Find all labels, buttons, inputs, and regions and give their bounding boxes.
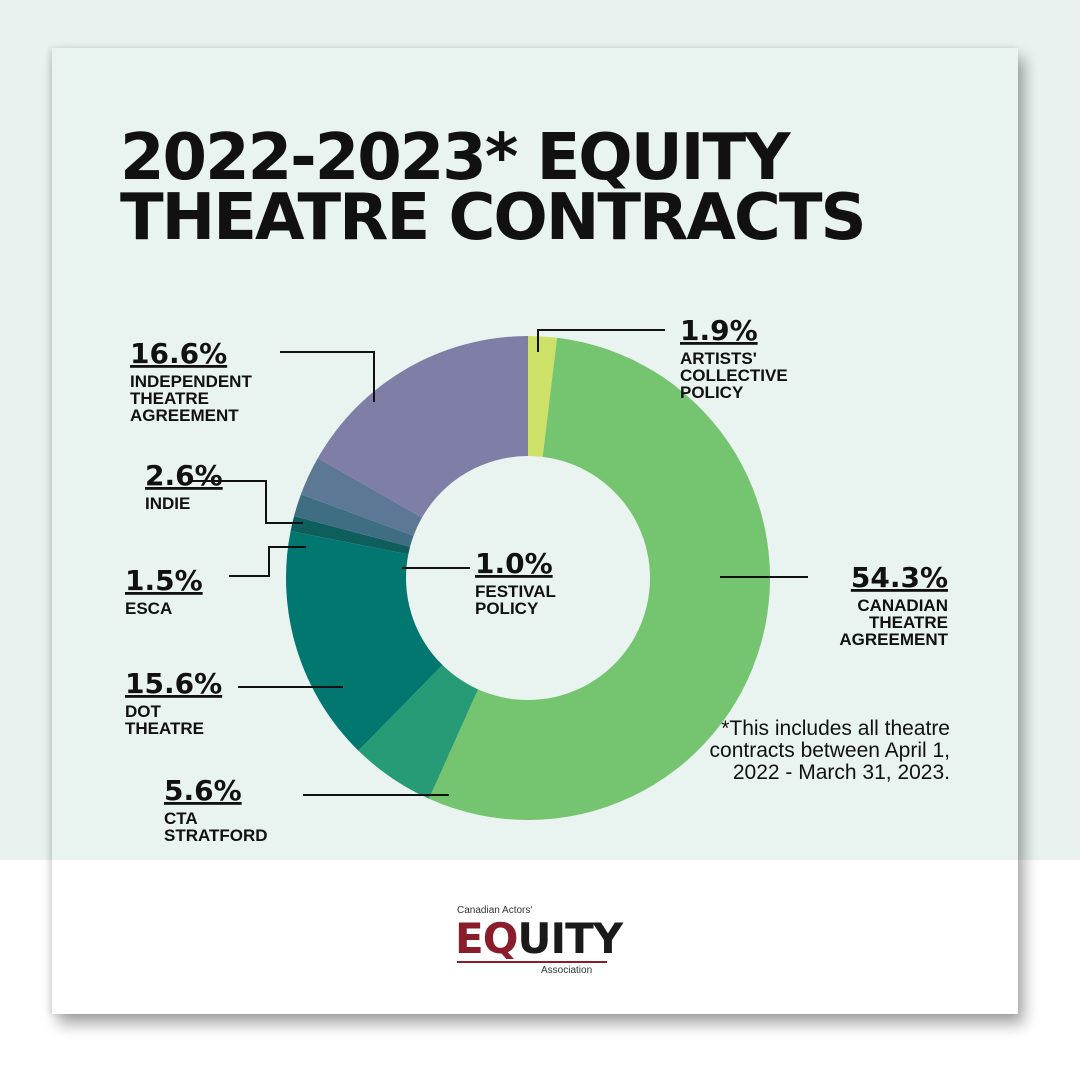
slice-independent-theatre-agreement: [317, 336, 528, 518]
slice-canadian-theatre-agreement: [428, 337, 770, 820]
footnote: *This includes all theatre contracts bet…: [709, 717, 950, 784]
data-label-percent: 2.6%: [145, 459, 223, 492]
slice-artists-collective-policy: [528, 336, 558, 457]
data-label-percent: 1.0%: [475, 547, 553, 580]
leader-line: [229, 546, 306, 577]
slice-festival-policy: [290, 516, 411, 555]
card-footer: [52, 860, 1018, 1014]
data-label-category: CANADIAN THEATRE AGREEMENT: [839, 596, 948, 649]
logo-wordmark: EQUITY: [455, 914, 623, 963]
data-label-category: CTA STRATFORD: [164, 809, 268, 845]
donut-slices: [285, 336, 770, 820]
title-line-2: THEATRE CONTRACTS: [120, 181, 867, 255]
leader-line: [537, 329, 665, 352]
data-label-percent: 1.9%: [680, 314, 758, 347]
data-label-category: INDEPENDENT THEATRE AGREEMENT: [130, 372, 252, 425]
slice-dot-theatre: [285, 531, 443, 751]
title-line-1: 2022-2023* EQUITY: [120, 121, 790, 195]
equity-logo: Canadian Actors' EQUITY Association: [455, 905, 625, 981]
data-label-percent: 5.6%: [164, 774, 242, 807]
data-label-percent: 16.6%: [130, 337, 227, 370]
slice-esca: [294, 494, 414, 547]
leader-line: [192, 480, 303, 524]
data-label-percent: 15.6%: [125, 667, 222, 700]
infographic-card: [52, 48, 1018, 1014]
data-label-percent: 54.3%: [851, 561, 948, 594]
leader-line: [280, 351, 375, 402]
data-label-category: ARTISTS' COLLECTIVE POLICY: [680, 349, 788, 402]
slice-indie: [300, 458, 423, 536]
data-label-category: DOT THEATRE: [125, 702, 204, 738]
logo-uity: UITY: [517, 914, 623, 963]
leader-lines: [192, 329, 808, 796]
slice-cta-stratford: [358, 665, 479, 799]
data-label-category: ESCA: [125, 599, 172, 618]
slice-labels: 1.9%ARTISTS' COLLECTIVE POLICY 54.3%CANADIA…: [125, 314, 949, 845]
data-label-category: INDIE: [145, 494, 190, 513]
data-label-category: FESTIVAL POLICY: [475, 582, 556, 618]
chart-title: 2022-2023* EQUITY THEATRE CONTRACTS: [120, 121, 867, 255]
logo-rule: [457, 961, 607, 963]
logo-top-text: Canadian Actors': [457, 905, 533, 916]
data-label-percent: 1.5%: [125, 564, 203, 597]
logo-eq: EQ: [455, 914, 518, 963]
logo-bottom-text: Association: [541, 965, 593, 976]
